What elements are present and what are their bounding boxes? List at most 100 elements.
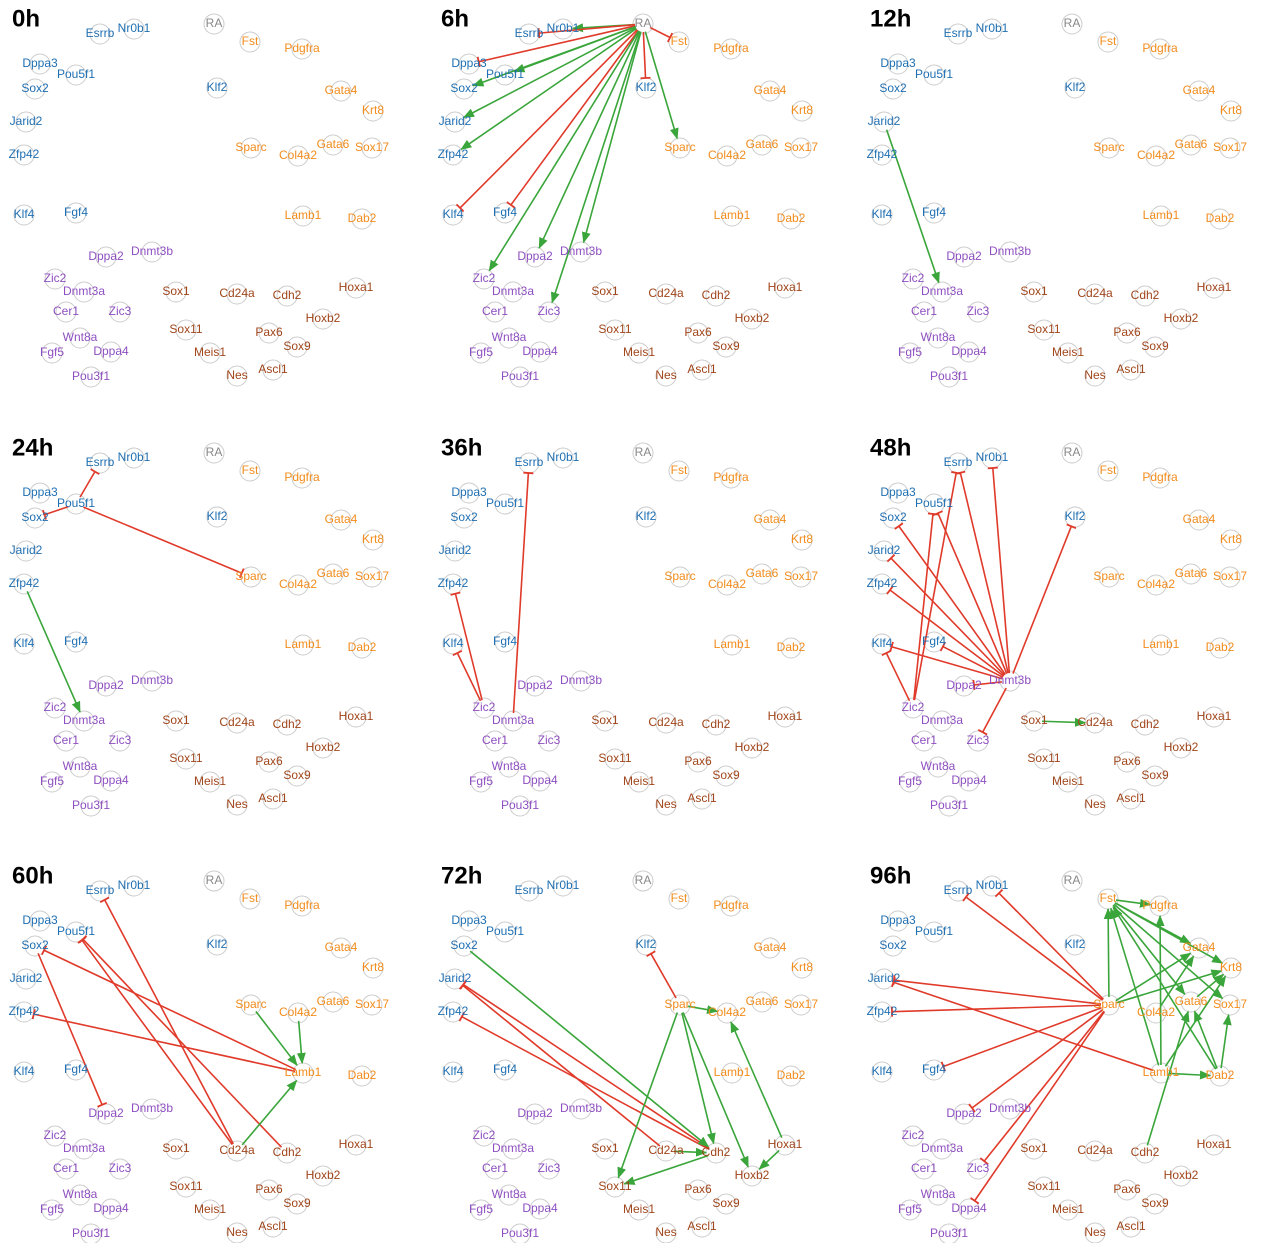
node-label: Dppa2 bbox=[88, 1106, 124, 1120]
edge bbox=[33, 1013, 296, 1073]
edge bbox=[644, 31, 679, 140]
node-label: Sparc bbox=[664, 569, 695, 583]
node-label: Jarid2 bbox=[10, 114, 43, 128]
node-label: Wnt8a bbox=[921, 759, 956, 773]
node-circle bbox=[345, 706, 367, 728]
node-label: Dab2 bbox=[777, 640, 806, 654]
node-label: Jarid2 bbox=[439, 971, 472, 985]
node-circle bbox=[330, 80, 352, 102]
node-circle bbox=[69, 327, 91, 349]
edge bbox=[942, 645, 1004, 679]
node-label: Esrrb bbox=[86, 26, 115, 40]
node-label: Cd24a bbox=[219, 286, 255, 300]
node-circle bbox=[494, 64, 516, 86]
node-circle bbox=[751, 991, 773, 1013]
node-circle bbox=[44, 1125, 66, 1147]
node-circle bbox=[65, 202, 87, 224]
node-circle bbox=[871, 1061, 893, 1083]
node-circle bbox=[312, 1165, 334, 1187]
node-circle bbox=[322, 991, 344, 1013]
node-label: Pou5f1 bbox=[486, 496, 524, 510]
node-label: Wnt8a bbox=[492, 1187, 527, 1201]
node-circle bbox=[873, 111, 895, 133]
node-circle bbox=[240, 994, 262, 1016]
edge bbox=[581, 31, 642, 244]
node-label: Fst bbox=[1100, 463, 1117, 477]
node-circle bbox=[1098, 137, 1120, 159]
node-label: Hoxa1 bbox=[1197, 280, 1232, 294]
edge bbox=[81, 939, 233, 1146]
edge-bar bbox=[41, 945, 47, 956]
node-label: Zfp42 bbox=[9, 147, 40, 161]
node-label: Cdh2 bbox=[1131, 1145, 1160, 1159]
edge-bar bbox=[940, 1061, 946, 1072]
node-circle bbox=[687, 322, 709, 344]
node-label: Cer1 bbox=[911, 733, 937, 747]
node-circle bbox=[239, 888, 261, 910]
node-label: Fgf4 bbox=[64, 205, 88, 219]
node-label: Cer1 bbox=[53, 733, 79, 747]
node-label: RA bbox=[635, 445, 652, 459]
node-circle bbox=[41, 1199, 63, 1221]
node-circle bbox=[923, 631, 945, 653]
node-circle bbox=[1098, 566, 1120, 588]
node-circle bbox=[791, 957, 813, 979]
edge-bar bbox=[979, 1157, 989, 1166]
node-circle bbox=[55, 1158, 77, 1180]
node-label: Pax6 bbox=[255, 325, 283, 339]
edge bbox=[462, 26, 637, 119]
node-label: Sox11 bbox=[169, 1179, 202, 1193]
node-label: Zfp42 bbox=[438, 147, 469, 161]
node-circle bbox=[100, 770, 122, 792]
node-label: Hoxb2 bbox=[306, 1168, 341, 1182]
node-label: Dppa4 bbox=[522, 773, 558, 787]
node-circle bbox=[123, 18, 145, 40]
node-label: RA bbox=[1064, 445, 1081, 459]
node-label: Dnmt3b bbox=[131, 1101, 173, 1115]
node-circle bbox=[444, 968, 466, 990]
edge-bar bbox=[537, 28, 541, 39]
node-circle bbox=[720, 895, 742, 917]
edge bbox=[992, 467, 1011, 674]
node-label: Sox9 bbox=[283, 1196, 311, 1210]
node-circle bbox=[89, 23, 111, 45]
node-circle bbox=[538, 730, 560, 752]
node-label: Zic2 bbox=[902, 1128, 925, 1142]
node-label: Pax6 bbox=[1113, 1182, 1141, 1196]
node-label: Pou3f1 bbox=[72, 369, 110, 383]
node-label: Gata4 bbox=[754, 512, 787, 526]
node-label: Klf2 bbox=[207, 509, 228, 523]
node-label: Esrrb bbox=[86, 455, 115, 469]
node-label: Pou3f1 bbox=[501, 798, 539, 812]
node-circle bbox=[453, 78, 475, 100]
edge bbox=[1114, 902, 1224, 964]
edge bbox=[1012, 526, 1073, 674]
node-circle bbox=[473, 1125, 495, 1147]
node-circle bbox=[13, 573, 35, 595]
node-label: Zic2 bbox=[902, 271, 925, 285]
node-label: Hoxa1 bbox=[768, 280, 803, 294]
node-circle bbox=[442, 204, 464, 226]
node-label: Dnmt3a bbox=[492, 284, 534, 298]
edge bbox=[510, 29, 639, 206]
node-circle bbox=[780, 637, 802, 659]
node-circle bbox=[1180, 991, 1202, 1013]
node-label: Krt8 bbox=[362, 532, 384, 546]
node-label: Cd24a bbox=[219, 1143, 255, 1157]
node-circle bbox=[791, 100, 813, 122]
node-label: Fgf5 bbox=[898, 1202, 922, 1216]
node-label: Meis1 bbox=[623, 774, 655, 788]
edge bbox=[1112, 906, 1217, 1070]
node-label: Pou3f1 bbox=[930, 798, 968, 812]
node-label: Gata4 bbox=[1183, 940, 1216, 954]
node-label: Cd24a bbox=[1077, 286, 1113, 300]
node-label: Fst bbox=[1100, 34, 1117, 48]
node-circle bbox=[882, 507, 904, 529]
node-circle bbox=[716, 145, 738, 167]
node-label: Pou5f1 bbox=[57, 924, 95, 938]
node-circle bbox=[258, 322, 280, 344]
node-label: Krt8 bbox=[791, 103, 813, 117]
node-label: Zfp42 bbox=[438, 1004, 469, 1018]
node-circle bbox=[538, 301, 560, 323]
